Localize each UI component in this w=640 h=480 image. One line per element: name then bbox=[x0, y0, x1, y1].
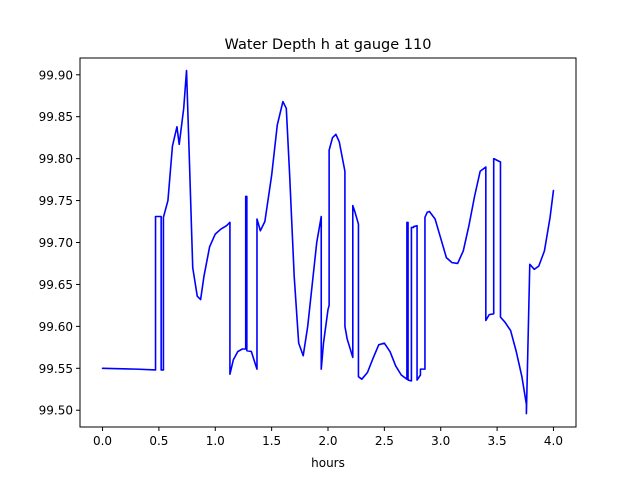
x-tick-label: 2.5 bbox=[375, 434, 394, 448]
x-tick-label: 4.0 bbox=[544, 434, 563, 448]
x-axis: 0.0 0.5 1.0 1.5 2.0 2.5 3.0 3.5 4.0 bbox=[93, 427, 563, 448]
y-tick-label: 99.90 bbox=[39, 68, 73, 82]
x-tick-label: 2.0 bbox=[318, 434, 337, 448]
x-tick-label: 0.0 bbox=[93, 434, 112, 448]
x-tick-label: 3.0 bbox=[431, 434, 450, 448]
x-tick-label: 1.5 bbox=[262, 434, 281, 448]
plot-area bbox=[101, 69, 555, 415]
series-line-water-depth bbox=[101, 69, 555, 415]
y-tick-label: 99.85 bbox=[39, 110, 73, 124]
y-tick-label: 99.75 bbox=[39, 194, 73, 208]
x-tick-label: 1.0 bbox=[206, 434, 225, 448]
y-tick-label: 99.65 bbox=[39, 278, 73, 292]
y-tick-label: 99.70 bbox=[39, 236, 73, 250]
y-axis: 99.50 99.55 99.60 99.65 99.70 99.75 99.80 99.85… bbox=[39, 68, 80, 418]
x-tick-label: 3.5 bbox=[488, 434, 507, 448]
y-tick-label: 99.55 bbox=[39, 362, 73, 376]
y-tick-label: 99.50 bbox=[39, 404, 73, 418]
x-tick-label: 0.5 bbox=[149, 434, 168, 448]
chart-title: Water Depth h at gauge 110 bbox=[225, 37, 432, 53]
y-tick-label: 99.80 bbox=[39, 152, 73, 166]
x-axis-label: hours bbox=[311, 456, 345, 470]
y-tick-label: 99.60 bbox=[39, 320, 73, 334]
